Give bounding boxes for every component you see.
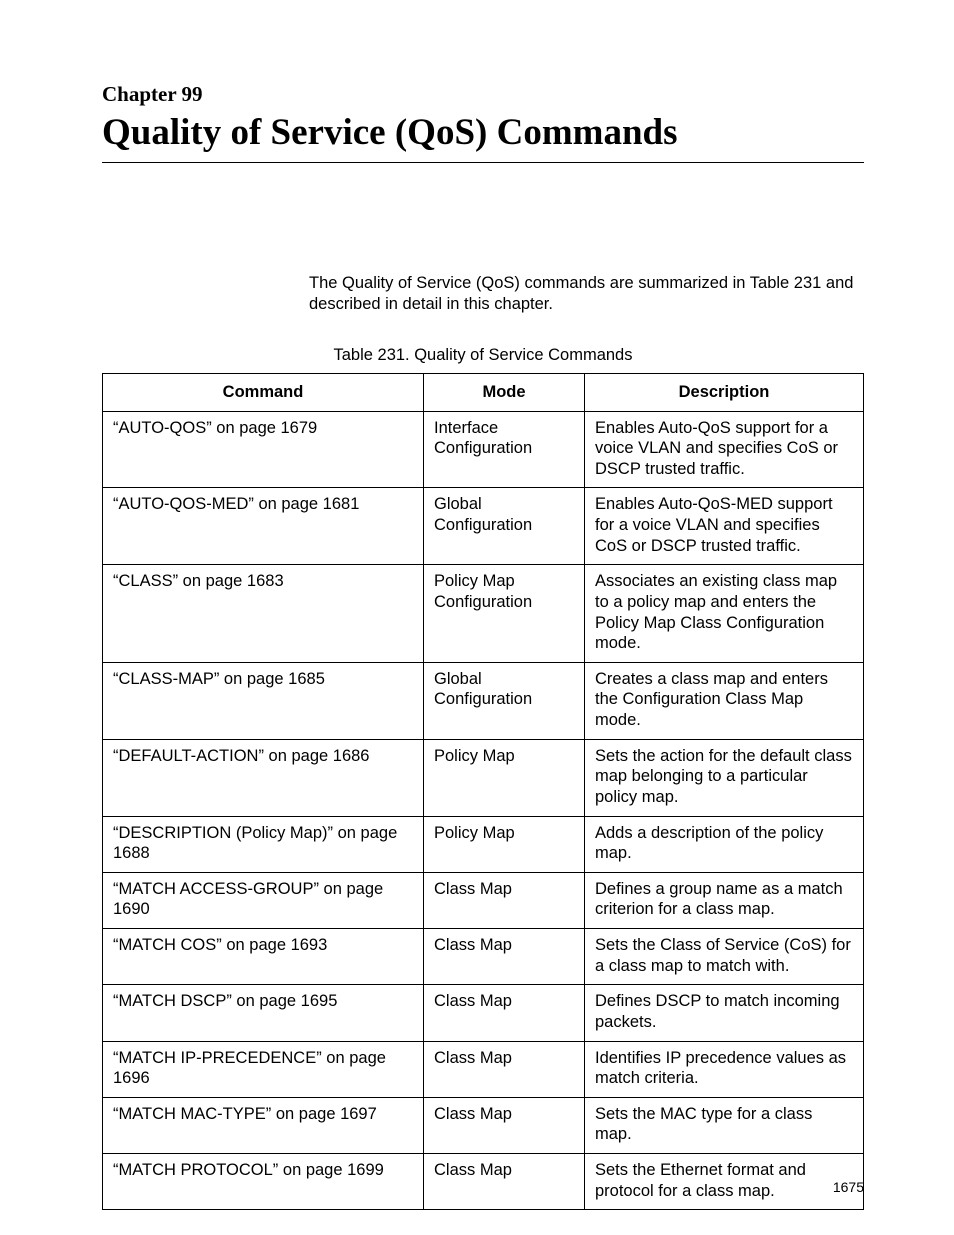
cell-command: “MATCH DSCP” on page 1695	[103, 985, 424, 1041]
cell-command: “MATCH COS” on page 1693	[103, 929, 424, 985]
table-header-row: Command Mode Description	[103, 373, 864, 411]
cell-description: Sets the Ethernet format and protocol fo…	[585, 1154, 864, 1210]
cell-description: Defines DSCP to match incoming packets.	[585, 985, 864, 1041]
column-header-command: Command	[103, 373, 424, 411]
table-body: “AUTO-QOS” on page 1679 Interface Config…	[103, 411, 864, 1210]
table-row: “MATCH MAC-TYPE” on page 1697 Class Map …	[103, 1097, 864, 1153]
cell-description: Identifies IP precedence values as match…	[585, 1041, 864, 1097]
intro-paragraph: The Quality of Service (QoS) commands ar…	[309, 273, 864, 316]
cell-command: “DESCRIPTION (Policy Map)” on page 1688	[103, 816, 424, 872]
commands-table: Command Mode Description “AUTO-QOS” on p…	[102, 373, 864, 1210]
cell-command: “CLASS” on page 1683	[103, 565, 424, 663]
table-row: “DESCRIPTION (Policy Map)” on page 1688 …	[103, 816, 864, 872]
cell-description: Sets the MAC type for a class map.	[585, 1097, 864, 1153]
chapter-label: Chapter 99	[102, 82, 864, 107]
table-caption: Table 231. Quality of Service Commands	[102, 346, 864, 365]
cell-command: “AUTO-QOS-MED” on page 1681	[103, 488, 424, 565]
cell-description: Defines a group name as a match criterio…	[585, 872, 864, 928]
cell-description: Adds a description of the policy map.	[585, 816, 864, 872]
table-row: “CLASS-MAP” on page 1685 Global Configur…	[103, 662, 864, 739]
cell-description: Enables Auto-QoS-MED support for a voice…	[585, 488, 864, 565]
cell-command: “MATCH PROTOCOL” on page 1699	[103, 1154, 424, 1210]
cell-command: “MATCH ACCESS-GROUP” on page 1690	[103, 872, 424, 928]
cell-mode: Class Map	[424, 1041, 585, 1097]
table-row: “AUTO-QOS” on page 1679 Interface Config…	[103, 411, 864, 488]
cell-mode: Policy Map	[424, 816, 585, 872]
cell-description: Associates an existing class map to a po…	[585, 565, 864, 663]
cell-mode: Class Map	[424, 929, 585, 985]
column-header-description: Description	[585, 373, 864, 411]
cell-command: “CLASS-MAP” on page 1685	[103, 662, 424, 739]
cell-mode: Interface Configuration	[424, 411, 585, 488]
chapter-title: Quality of Service (QoS) Commands	[102, 111, 864, 163]
table-row: “CLASS” on page 1683 Policy Map Configur…	[103, 565, 864, 663]
table-row: “AUTO-QOS-MED” on page 1681 Global Confi…	[103, 488, 864, 565]
cell-description: Creates a class map and enters the Confi…	[585, 662, 864, 739]
cell-mode: Class Map	[424, 1154, 585, 1210]
cell-command: “AUTO-QOS” on page 1679	[103, 411, 424, 488]
page: Chapter 99 Quality of Service (QoS) Comm…	[0, 0, 954, 1235]
column-header-mode: Mode	[424, 373, 585, 411]
cell-mode: Global Configuration	[424, 662, 585, 739]
cell-mode: Class Map	[424, 985, 585, 1041]
table-row: “DEFAULT-ACTION” on page 1686 Policy Map…	[103, 739, 864, 816]
cell-command: “MATCH MAC-TYPE” on page 1697	[103, 1097, 424, 1153]
cell-mode: Class Map	[424, 1097, 585, 1153]
cell-mode: Policy Map Configuration	[424, 565, 585, 663]
cell-description: Sets the Class of Service (CoS) for a cl…	[585, 929, 864, 985]
cell-mode: Policy Map	[424, 739, 585, 816]
cell-command: “DEFAULT-ACTION” on page 1686	[103, 739, 424, 816]
table-row: “MATCH PROTOCOL” on page 1699 Class Map …	[103, 1154, 864, 1210]
cell-command: “MATCH IP-PRECEDENCE” on page 1696	[103, 1041, 424, 1097]
cell-description: Enables Auto-QoS support for a voice VLA…	[585, 411, 864, 488]
cell-mode: Global Configuration	[424, 488, 585, 565]
cell-description: Sets the action for the default class ma…	[585, 739, 864, 816]
table-row: “MATCH COS” on page 1693 Class Map Sets …	[103, 929, 864, 985]
page-number: 1675	[833, 1179, 864, 1195]
table-row: “MATCH ACCESS-GROUP” on page 1690 Class …	[103, 872, 864, 928]
cell-mode: Class Map	[424, 872, 585, 928]
table-row: “MATCH IP-PRECEDENCE” on page 1696 Class…	[103, 1041, 864, 1097]
table-row: “MATCH DSCP” on page 1695 Class Map Defi…	[103, 985, 864, 1041]
